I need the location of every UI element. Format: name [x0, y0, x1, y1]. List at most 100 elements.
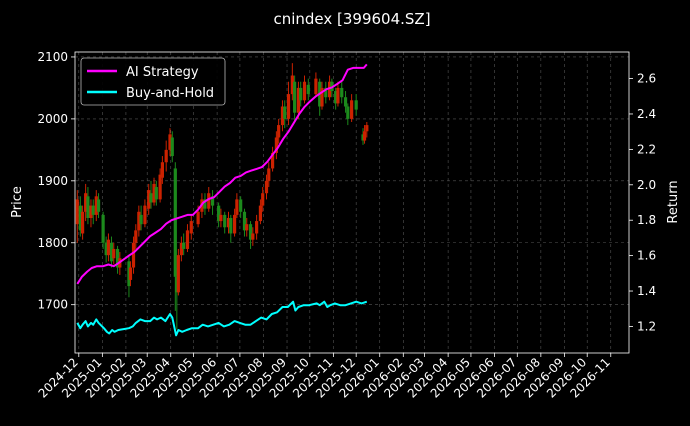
- candle-body: [299, 87, 303, 101]
- candle-body: [91, 205, 95, 215]
- candle-body: [179, 242, 183, 256]
- y2-tick-label: 2.0: [637, 178, 656, 192]
- candle-body: [324, 87, 328, 98]
- candle-body: [217, 205, 221, 222]
- candle-body: [223, 214, 227, 228]
- legend: AI Strategy Buy-and-Hold: [80, 57, 226, 106]
- candle-body: [168, 134, 172, 150]
- candle-body: [327, 81, 332, 98]
- y2-tick-label: 1.4: [637, 284, 656, 298]
- candle-body: [242, 211, 247, 231]
- candle-body: [109, 242, 114, 262]
- y2-tick-label: 1.6: [637, 249, 656, 263]
- candle-body: [296, 87, 301, 113]
- candle-body: [101, 214, 105, 243]
- candle-body: [334, 91, 338, 104]
- return-axis: 1.2 1.4 1.6 1.8 2.0 2.2 2.4 2.6: [629, 72, 656, 333]
- price-axis-label: Price: [10, 186, 25, 218]
- candle-body: [365, 125, 369, 132]
- candle-body: [160, 162, 164, 178]
- candle-body: [86, 196, 90, 218]
- series-line-ai-strategy: [76, 63, 368, 285]
- candle-body: [270, 152, 275, 169]
- price-axis: 1700 1800 1900 2000 2100: [37, 50, 75, 312]
- y2-tick-label: 2.2: [637, 142, 656, 156]
- series-line-buy-and-hold: [76, 300, 368, 337]
- chart-title: cnindex [399604.SZ]: [273, 10, 430, 28]
- candle-body: [350, 100, 354, 119]
- candle-body: [258, 205, 263, 222]
- candle-body: [229, 217, 233, 234]
- strategy-lines: [76, 63, 368, 337]
- candle-body: [248, 224, 253, 240]
- candle-body: [147, 190, 151, 209]
- candle-body: [143, 205, 147, 225]
- candle-body: [277, 125, 281, 138]
- y-tick-label: 1700: [37, 298, 68, 312]
- candle-body: [131, 242, 136, 268]
- candle-body: [173, 168, 177, 277]
- candle-body: [343, 97, 348, 107]
- candle-body: [362, 131, 367, 141]
- candle-body: [139, 214, 143, 225]
- candle-body: [196, 211, 200, 225]
- candle-body: [149, 193, 153, 203]
- candle-body: [104, 242, 108, 256]
- candle-body: [164, 149, 168, 163]
- candle-body: [96, 199, 101, 212]
- y2-tick-label: 1.2: [637, 319, 656, 333]
- candle-body: [78, 205, 82, 231]
- candle-body: [226, 217, 231, 228]
- candle-body: [84, 193, 88, 212]
- candle-body: [106, 239, 111, 256]
- candle-body: [306, 84, 310, 95]
- legend-label: AI Strategy: [126, 65, 199, 80]
- candle-body: [210, 196, 215, 206]
- candle-body: [219, 214, 223, 222]
- candle-body: [354, 100, 358, 110]
- candle-body: [283, 106, 287, 119]
- candle-body: [207, 193, 211, 209]
- y-tick-label: 1800: [37, 236, 68, 250]
- return-axis-label: Return: [666, 180, 681, 223]
- candle-body: [274, 137, 278, 153]
- candle-body: [137, 211, 141, 231]
- candle-body: [158, 174, 162, 200]
- candle-body: [320, 87, 324, 107]
- candle-body: [89, 205, 93, 218]
- candle-body: [336, 87, 340, 104]
- candle-body: [280, 106, 285, 126]
- candle-body: [302, 81, 307, 101]
- candle-body: [170, 137, 174, 157]
- candle-body: [203, 199, 207, 209]
- y2-tick-label: 1.8: [637, 213, 656, 227]
- y2-tick-label: 2.6: [637, 72, 656, 86]
- y2-tick-label: 2.4: [637, 107, 656, 121]
- y-tick-label: 1900: [37, 174, 68, 188]
- candle-body: [176, 255, 180, 293]
- candle-body: [264, 180, 269, 194]
- candle-body: [232, 214, 237, 234]
- y-tick-label: 2100: [37, 50, 68, 64]
- candle-body: [152, 183, 156, 203]
- candle-body: [128, 267, 133, 280]
- candle-body: [115, 248, 120, 268]
- candle-body: [267, 168, 271, 181]
- date-axis: 2024-122025-012025-022025-032025-042025-…: [36, 353, 613, 401]
- candle-body: [80, 211, 85, 234]
- legend-label: Buy-and-Hold: [126, 86, 214, 101]
- candle-body: [134, 230, 138, 243]
- candle-body: [182, 242, 186, 249]
- candle-body: [94, 196, 98, 215]
- candle-body: [245, 224, 249, 231]
- candle-body: [340, 87, 344, 98]
- candle-body: [314, 78, 318, 95]
- y-tick-label: 2000: [37, 112, 68, 126]
- candle-body: [112, 248, 116, 259]
- candle-body: [235, 199, 239, 215]
- candle-body: [239, 199, 243, 212]
- candle-body: [261, 193, 265, 206]
- candle-body: [290, 75, 294, 95]
